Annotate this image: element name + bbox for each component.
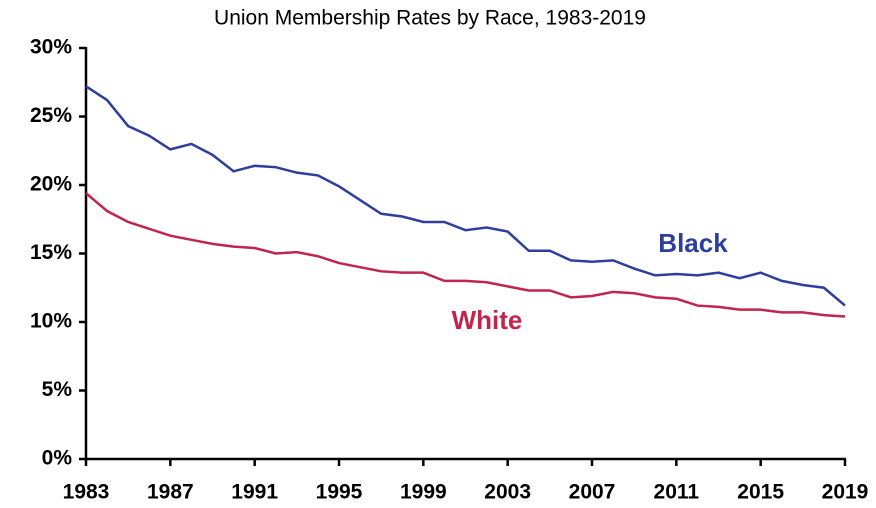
series-label: Black bbox=[658, 228, 728, 258]
x-tick-label: 2019 bbox=[822, 481, 869, 504]
x-tick-label: 1995 bbox=[316, 481, 363, 504]
y-tick-label: 5% bbox=[42, 378, 73, 401]
x-tick-label: 1999 bbox=[400, 481, 447, 504]
y-tick-label: 25% bbox=[30, 104, 72, 127]
x-tick-label: 2007 bbox=[569, 481, 616, 504]
series-label: White bbox=[452, 305, 523, 335]
y-tick-label: 0% bbox=[42, 447, 73, 470]
x-tick-label: 1987 bbox=[147, 481, 194, 504]
x-tick-label: 1991 bbox=[231, 481, 278, 504]
x-tick-label: 2011 bbox=[654, 481, 700, 504]
series-line bbox=[85, 85, 846, 307]
x-tick-label: 2015 bbox=[737, 481, 784, 504]
y-tick-label: 20% bbox=[30, 173, 72, 196]
y-tick-label: 15% bbox=[30, 241, 72, 264]
y-tick-label: 30% bbox=[30, 36, 72, 59]
chart-title: Union Membership Rates by Race, 1983-201… bbox=[214, 7, 646, 30]
y-tick-label: 10% bbox=[30, 310, 72, 333]
series-line bbox=[85, 192, 846, 318]
x-tick-label: 2003 bbox=[484, 481, 531, 504]
x-tick-label: 1983 bbox=[63, 481, 110, 504]
